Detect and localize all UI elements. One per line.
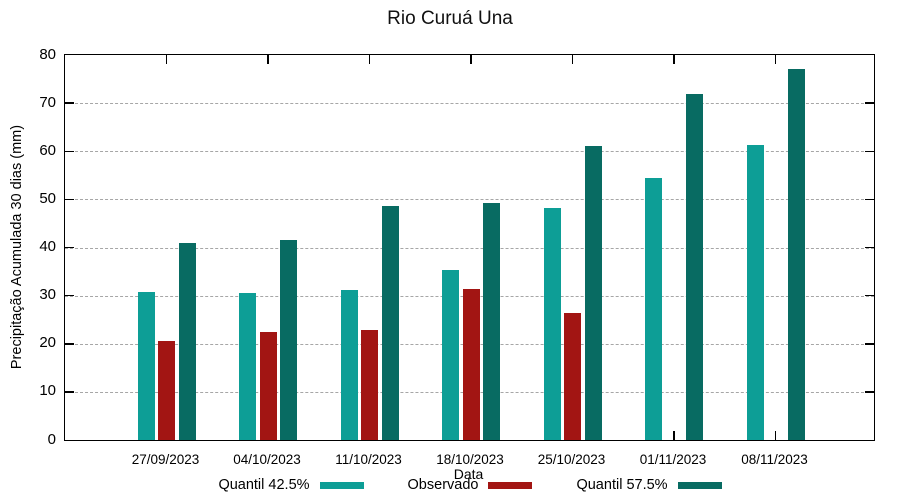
bar-quantil-57-5 bbox=[280, 240, 297, 440]
y-tick-mark bbox=[865, 391, 874, 393]
chart-title: Rio Curuá Una bbox=[387, 8, 513, 29]
x-tick-mark bbox=[165, 55, 168, 64]
bar-quantil-42-5 bbox=[340, 290, 358, 440]
x-tick-mark bbox=[267, 55, 269, 64]
y-tick-label: 40 bbox=[39, 238, 56, 255]
x-tick-mark bbox=[571, 55, 574, 64]
y-tick-label: 20 bbox=[39, 334, 56, 352]
x-tick-label: 11/10/2023 bbox=[335, 452, 402, 467]
bar-observado bbox=[361, 329, 378, 440]
bar-quantil-42-5 bbox=[645, 177, 662, 440]
y-tick-mark bbox=[865, 150, 874, 152]
x-tick-label: 18/10/2023 bbox=[436, 452, 504, 467]
legend-swatch bbox=[677, 481, 722, 489]
legend-swatch bbox=[488, 481, 533, 489]
bar-observado bbox=[564, 312, 581, 440]
x-tick-mark bbox=[673, 55, 675, 64]
y-tick-mark bbox=[65, 294, 74, 297]
bar-quantil-42-5 bbox=[137, 292, 155, 440]
bar-quantil-57-5 bbox=[381, 205, 399, 440]
gridline bbox=[65, 199, 874, 201]
bar-quantil-57-5 bbox=[787, 69, 805, 440]
x-tick-mark bbox=[774, 55, 777, 64]
legend: Quantil 42.5% Observado Quantil 57.5% bbox=[0, 477, 900, 493]
y-tick-mark bbox=[65, 391, 74, 393]
y-tick-mark bbox=[65, 198, 74, 201]
legend-swatch bbox=[319, 481, 364, 489]
y-tick-mark bbox=[865, 343, 874, 345]
y-tick-label: 50 bbox=[39, 189, 56, 207]
bar-observado bbox=[259, 332, 277, 440]
legend-entry: Quantil 42.5% bbox=[218, 477, 364, 493]
y-tick-label: 0 bbox=[47, 430, 56, 448]
x-tick-mark bbox=[673, 431, 675, 440]
plot-area bbox=[64, 54, 875, 441]
y-tick-mark bbox=[865, 294, 874, 297]
x-tick-label: 27/09/2023 bbox=[131, 452, 200, 467]
x-tick-label: 08/11/2023 bbox=[741, 452, 808, 467]
y-tick-mark bbox=[65, 150, 74, 152]
gridline bbox=[65, 103, 874, 105]
y-tick-mark bbox=[65, 246, 74, 249]
bar-quantil-57-5 bbox=[584, 145, 602, 440]
y-tick-label: 70 bbox=[39, 93, 56, 111]
x-tick-label: 25/10/2023 bbox=[537, 452, 606, 467]
y-tick-label: 30 bbox=[39, 286, 56, 304]
y-tick-mark bbox=[65, 343, 74, 345]
bar-quantil-42-5 bbox=[239, 293, 256, 440]
y-tick-label: 80 bbox=[39, 45, 56, 63]
bar-quantil-57-5 bbox=[686, 94, 703, 440]
bar-quantil-42-5 bbox=[442, 269, 459, 440]
y-tick-mark bbox=[865, 102, 874, 104]
y-tick-label: 10 bbox=[39, 382, 56, 400]
legend-entry: Quantil 57.5% bbox=[576, 477, 722, 493]
x-axis-label: Data bbox=[453, 466, 484, 482]
y-tick-mark bbox=[865, 246, 874, 249]
x-tick-mark bbox=[470, 55, 472, 64]
x-tick-label: 04/10/2023 bbox=[233, 452, 301, 467]
gridline bbox=[65, 151, 874, 153]
legend-label: Quantil 42.5% bbox=[218, 477, 310, 493]
bar-quantil-57-5 bbox=[483, 203, 500, 440]
bar-observado bbox=[462, 289, 480, 440]
x-tick-mark bbox=[368, 55, 371, 64]
y-tick-mark bbox=[65, 102, 74, 104]
legend-entry: Observado bbox=[408, 477, 533, 493]
x-tick-mark bbox=[774, 431, 777, 440]
y-tick-mark bbox=[865, 198, 874, 201]
legend-label: Quantil 57.5% bbox=[576, 477, 668, 493]
bar-quantil-57-5 bbox=[178, 242, 196, 440]
legend-label: Observado bbox=[407, 477, 479, 493]
y-tick-label: 60 bbox=[39, 141, 56, 159]
bar-quantil-42-5 bbox=[543, 207, 561, 440]
bar-observado bbox=[158, 341, 175, 440]
x-tick-label: 01/11/2023 bbox=[639, 452, 707, 467]
gridline bbox=[65, 247, 874, 249]
bar-quantil-42-5 bbox=[746, 145, 764, 440]
